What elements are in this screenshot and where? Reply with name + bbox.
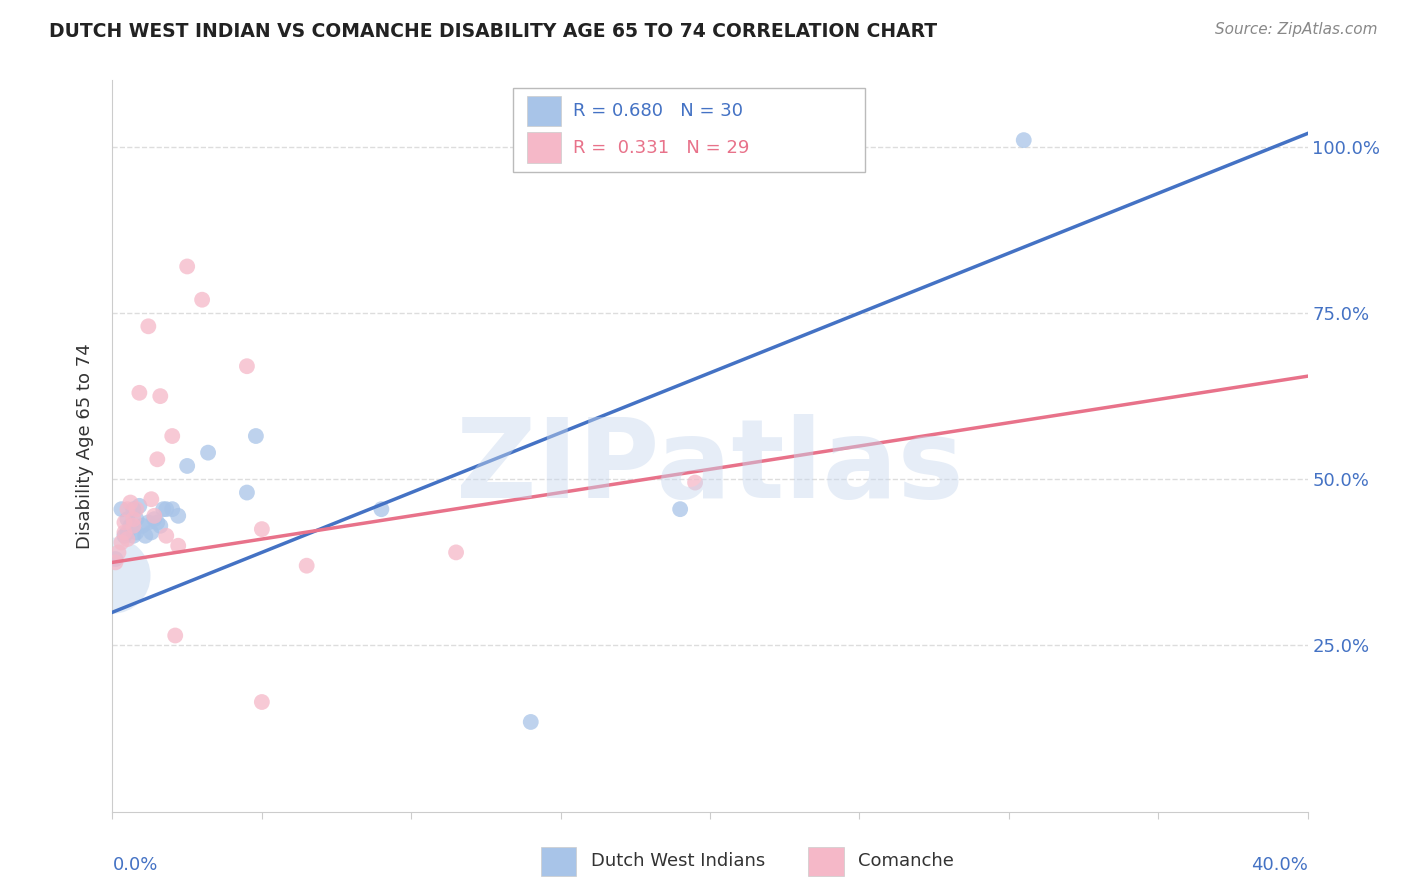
Point bbox=[138, 319, 160, 334]
Point bbox=[152, 502, 174, 516]
Point bbox=[155, 502, 177, 516]
Point bbox=[176, 260, 198, 274]
Point bbox=[1012, 133, 1035, 147]
Point bbox=[141, 525, 163, 540]
Point bbox=[250, 522, 273, 536]
Point bbox=[114, 525, 135, 540]
Point bbox=[125, 512, 148, 526]
Point bbox=[370, 502, 392, 516]
Point bbox=[143, 508, 166, 523]
Y-axis label: Disability Age 65 to 74: Disability Age 65 to 74 bbox=[76, 343, 94, 549]
Bar bbox=[808, 847, 844, 876]
Point bbox=[162, 502, 183, 516]
Point bbox=[131, 518, 153, 533]
Point bbox=[245, 429, 267, 443]
Bar bbox=[541, 847, 576, 876]
Text: ZIPatlas: ZIPatlas bbox=[456, 415, 965, 522]
Text: DUTCH WEST INDIAN VS COMANCHE DISABILITY AGE 65 TO 74 CORRELATION CHART: DUTCH WEST INDIAN VS COMANCHE DISABILITY… bbox=[49, 22, 938, 41]
Point bbox=[101, 568, 124, 582]
Point bbox=[176, 458, 198, 473]
Point bbox=[104, 555, 127, 569]
Point bbox=[125, 502, 148, 516]
Point bbox=[110, 535, 132, 549]
Bar bbox=[527, 132, 561, 163]
Point bbox=[104, 552, 127, 566]
Point bbox=[146, 452, 169, 467]
Point bbox=[117, 512, 139, 526]
Point bbox=[683, 475, 706, 490]
Point bbox=[117, 525, 139, 540]
Point bbox=[143, 512, 166, 526]
Point bbox=[128, 385, 150, 400]
Point bbox=[117, 502, 139, 516]
Point bbox=[122, 512, 145, 526]
Point bbox=[167, 508, 190, 523]
Point bbox=[191, 293, 214, 307]
Text: Source: ZipAtlas.com: Source: ZipAtlas.com bbox=[1215, 22, 1378, 37]
Point bbox=[155, 529, 177, 543]
Text: R =  0.331   N = 29: R = 0.331 N = 29 bbox=[572, 138, 749, 157]
Point bbox=[236, 359, 259, 374]
Point bbox=[125, 525, 148, 540]
Point bbox=[141, 492, 163, 507]
Point bbox=[110, 502, 132, 516]
Point bbox=[146, 516, 169, 530]
Point bbox=[520, 714, 543, 729]
Point bbox=[107, 545, 129, 559]
Point bbox=[114, 516, 135, 530]
Point bbox=[250, 695, 273, 709]
Point bbox=[162, 429, 183, 443]
Point bbox=[236, 485, 259, 500]
Point bbox=[167, 539, 190, 553]
Point bbox=[295, 558, 318, 573]
Bar bbox=[527, 95, 561, 127]
Text: Dutch West Indians: Dutch West Indians bbox=[591, 852, 765, 870]
Point bbox=[138, 516, 160, 530]
Point bbox=[120, 518, 142, 533]
Text: Comanche: Comanche bbox=[858, 852, 953, 870]
Point bbox=[128, 499, 150, 513]
Text: 0.0%: 0.0% bbox=[112, 855, 157, 873]
Point bbox=[117, 532, 139, 546]
Point bbox=[122, 518, 145, 533]
Point bbox=[197, 445, 219, 459]
Point bbox=[149, 389, 172, 403]
Point bbox=[122, 502, 145, 516]
Point bbox=[114, 529, 135, 543]
Point bbox=[134, 529, 156, 543]
Text: 40.0%: 40.0% bbox=[1251, 855, 1308, 873]
Text: R = 0.680   N = 30: R = 0.680 N = 30 bbox=[572, 102, 742, 120]
Point bbox=[165, 628, 187, 642]
Point bbox=[149, 518, 172, 533]
Point bbox=[120, 495, 142, 509]
FancyBboxPatch shape bbox=[513, 87, 866, 171]
Point bbox=[669, 502, 692, 516]
Point bbox=[122, 529, 145, 543]
Point bbox=[444, 545, 467, 559]
